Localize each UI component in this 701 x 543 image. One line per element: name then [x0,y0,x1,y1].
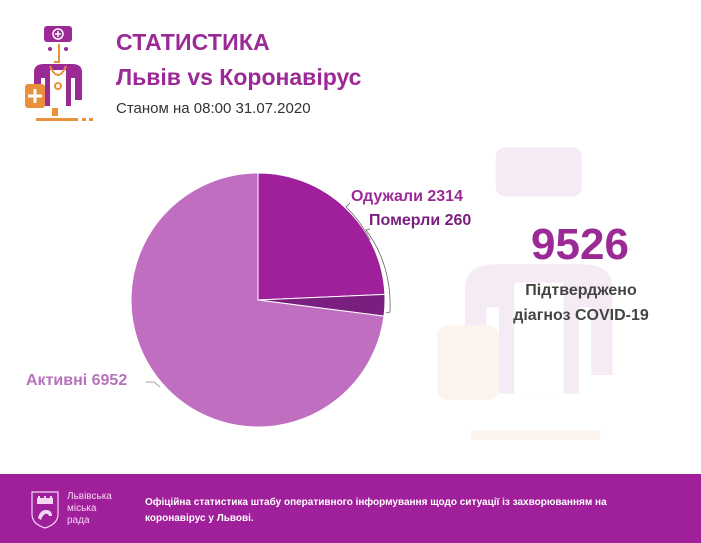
footer-disclaimer: Офіційна статистика штабу оперативного і… [145,495,645,527]
total-caption: Підтверджено діагноз COVID-19 [498,278,664,328]
doctor-logo-icon [25,26,93,121]
footer-text-line1: Офіційна статистика штабу оперативного і… [145,497,607,508]
as-of-timestamp: Станом на 08:00 31.07.2020 [116,100,311,117]
pie-chart [130,172,391,428]
org-line1: Львівська [67,491,112,502]
pie-slice-recovered[interactable] [257,172,386,301]
page-subtitle: Львів vs Коронавірус [116,64,362,90]
label-recovered: Одужали 2314 [351,188,463,205]
label-active: Активні 6952 [26,372,128,389]
leader-line-deceased [365,228,391,314]
footer-org-name: Львівська міська рада [67,491,112,527]
page-title: СТАТИСТИКА [116,29,270,55]
total-confirmed-count: 9526 [531,220,629,269]
label-deceased: Померли 260 [369,212,472,229]
org-line3: рада [67,515,90,526]
leader-line-active [146,381,161,388]
footer-text-line2: коронавірус у Львові. [145,513,254,524]
pie-slice-active[interactable] [130,172,385,428]
leader-line-recovered [345,202,371,241]
footer: Львівська міська рада Офіційна статистик… [0,474,701,543]
lviv-coat-of-arms-icon [31,491,59,529]
doctor-watermark-icon [437,147,613,440]
org-line2: міська [67,503,97,514]
total-caption-line2: діагноз COVID-19 [513,307,649,324]
total-caption-line1: Підтверджено [525,282,637,299]
